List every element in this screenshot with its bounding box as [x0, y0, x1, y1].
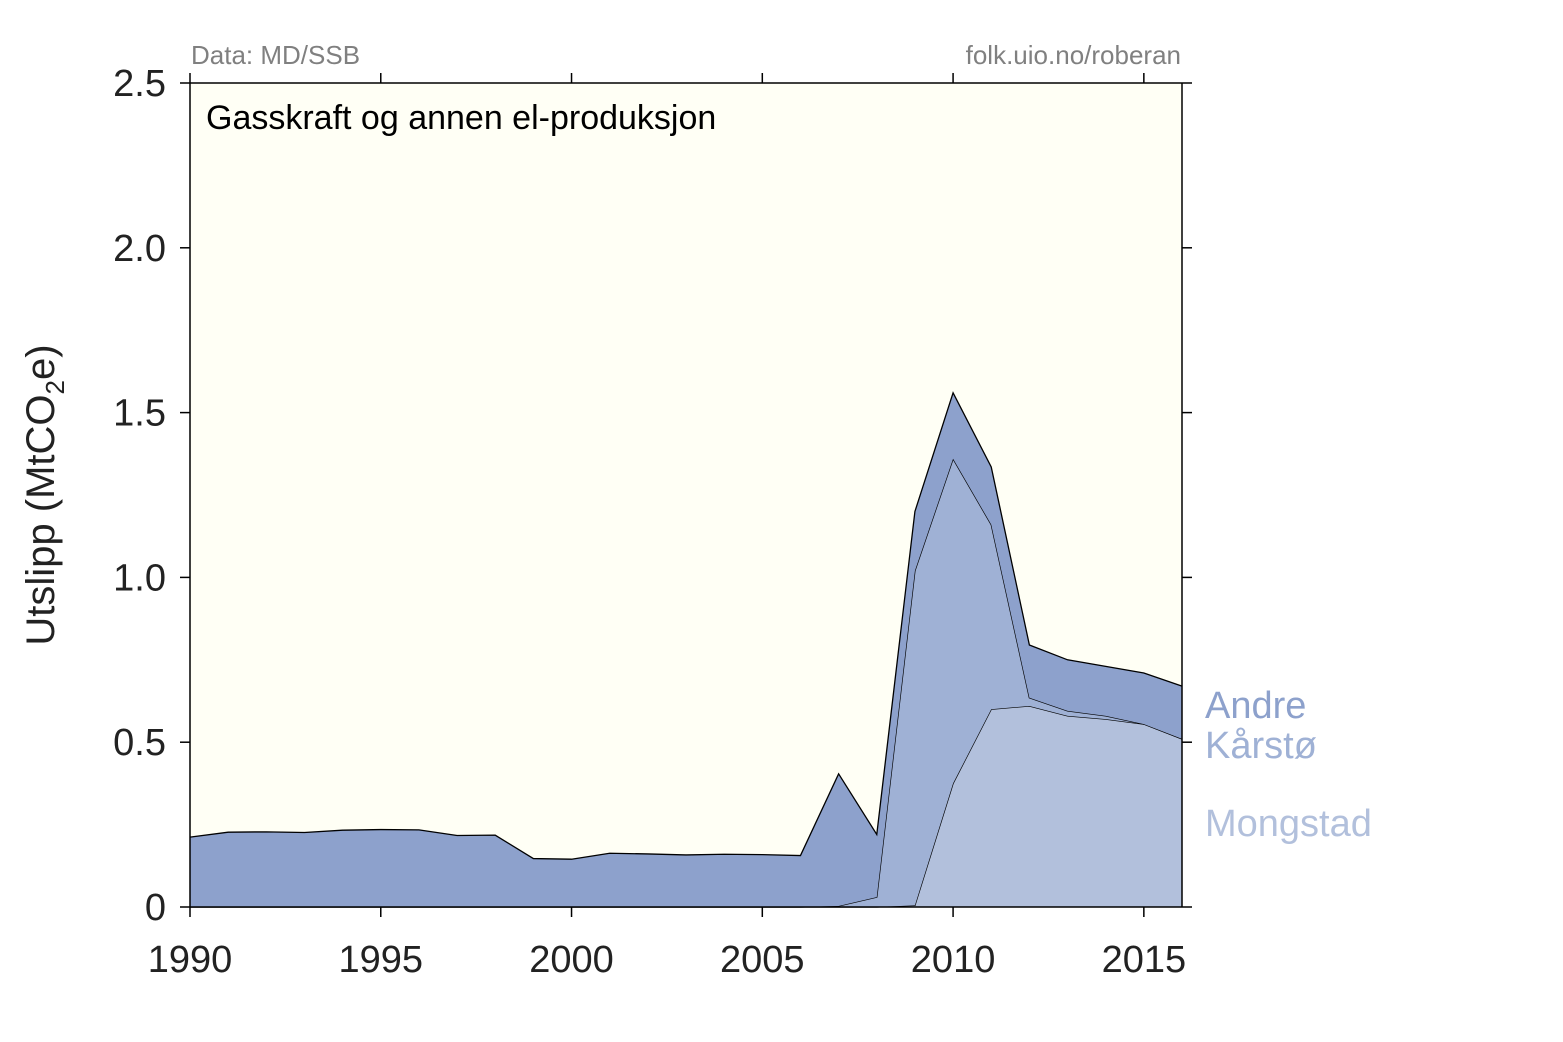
source-left-text: Data: MD/SSB — [191, 40, 360, 70]
area-kårstø — [190, 458, 1182, 907]
y-axis-label-main: Utslipp (MtCO — [19, 394, 63, 645]
y-tick-labels: 0 0.5 1.0 1.5 2.0 2.5 — [113, 63, 166, 929]
y-axis-label-end: e) — [19, 344, 63, 380]
x-tick-labels: 1990 1995 2000 2005 2010 2015 — [148, 939, 1186, 981]
area-mongstad — [190, 705, 1182, 907]
y-tick-label-1.5: 1.5 — [113, 393, 166, 435]
source-right-text: folk.uio.no/roberan — [966, 40, 1181, 70]
axes — [189, 82, 1183, 908]
y-tick-label-2.0: 2.0 — [113, 228, 166, 270]
y-tick-label-0.5: 0.5 — [113, 722, 166, 764]
area-line-andre — [189, 391, 1183, 860]
legend-label-andre: Andre — [1205, 685, 1306, 727]
x-tick-label-2015: 2015 — [1102, 939, 1187, 981]
x-tick-label-2000: 2000 — [529, 939, 614, 981]
tick-marks — [180, 73, 1192, 917]
x-tick-label-1990: 1990 — [148, 939, 233, 981]
y-axis-label-subscript: 2 — [40, 380, 70, 394]
y-tick-label-0: 0 — [145, 887, 166, 929]
y-tick-label-1.0: 1.0 — [113, 557, 166, 599]
y-tick-label-2.5: 2.5 — [113, 63, 166, 105]
y-axis-label: Utslipp (MtCO2e) — [19, 344, 70, 645]
legend-label-kårstø: Kårstø — [1205, 725, 1317, 767]
legend-label-mongstad: Mongstad — [1205, 803, 1372, 845]
x-tick-label-2010: 2010 — [911, 939, 996, 981]
area-andre — [190, 392, 1182, 907]
x-tick-label-2005: 2005 — [720, 939, 805, 981]
chart-title: Gasskraft og annen el-produksjon — [206, 99, 716, 137]
x-tick-label-1995: 1995 — [338, 939, 423, 981]
